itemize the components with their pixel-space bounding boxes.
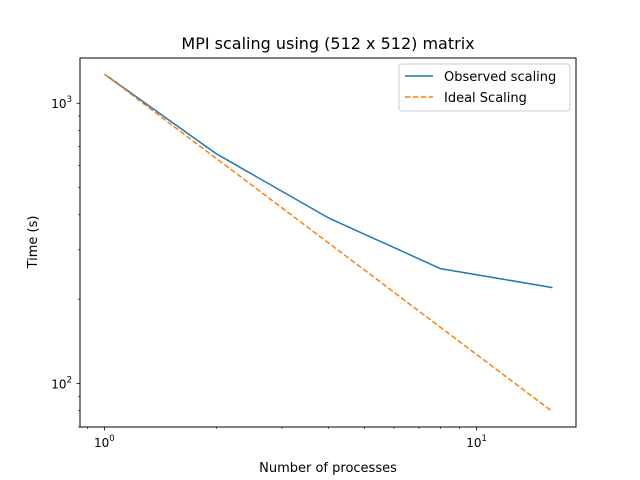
plot-frame [79,57,577,428]
chart-title: MPI scaling using (512 x 512) matrix [181,34,474,53]
y-tick-label-1: 103 [51,95,72,111]
legend-label-observed: Observed scaling [444,70,556,85]
legend-box [398,63,571,112]
y-axis-label: Time (s) [26,216,41,270]
x-tick-label-0: 100 [94,434,115,450]
y-tick-label-0: 102 [51,376,72,392]
series-line-1 [103,73,553,413]
y-axis: 102 103 [51,95,80,428]
x-tick-label-1: 101 [466,434,487,450]
legend-label-ideal: Ideal Scaling [444,91,527,106]
x-axis-label: Number of processes [259,461,397,476]
series-layer [103,73,553,413]
x-axis: 100 101 [87,427,487,450]
legend: Observed scaling Ideal Scaling [398,63,571,112]
series-line-0 [103,73,553,289]
